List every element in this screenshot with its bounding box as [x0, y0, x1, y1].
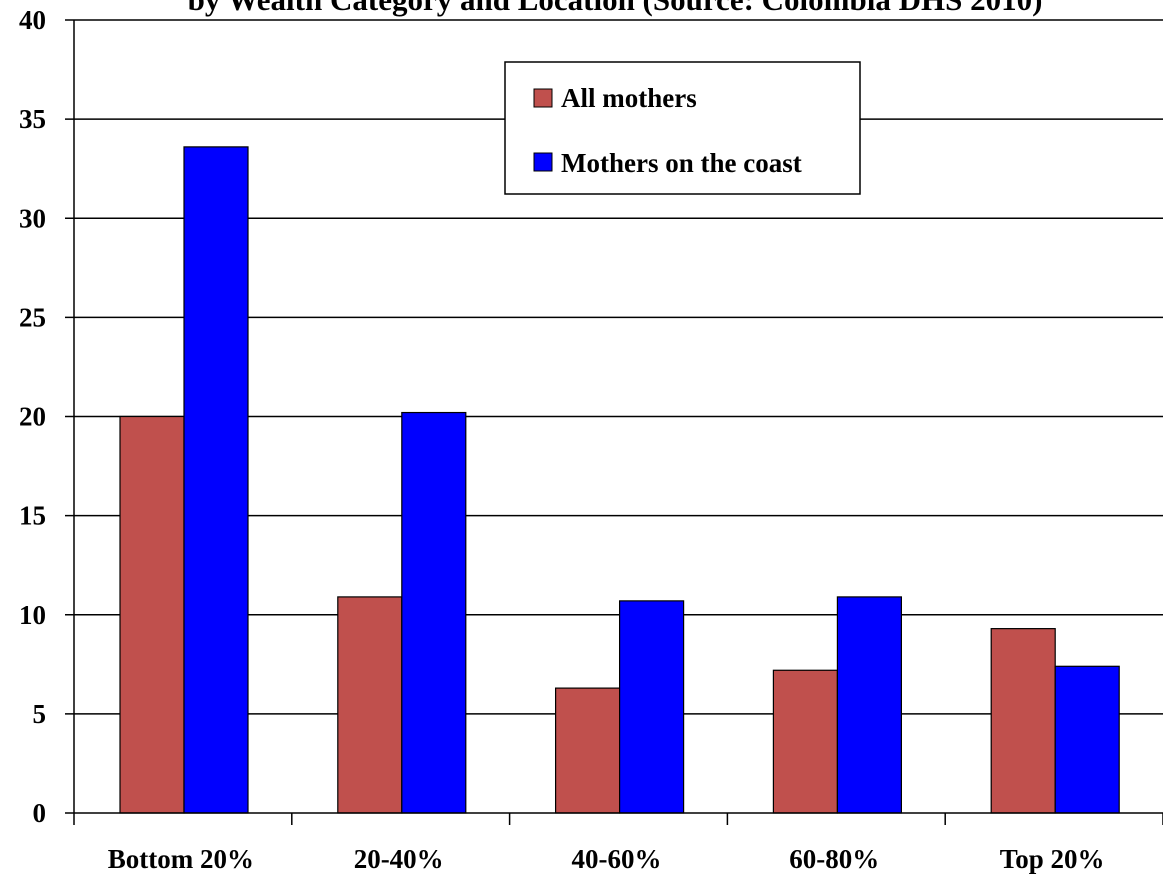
y-tick-label: 30	[19, 203, 46, 233]
bar-all-mothers-top-20	[991, 629, 1055, 813]
bar-mothers-on-the-coast-top-20	[1055, 666, 1119, 813]
legend: All mothers Mothers on the coast	[505, 62, 860, 194]
y-tick-label: 25	[19, 302, 46, 332]
y-tick-label: 10	[19, 600, 46, 630]
bar-mothers-on-the-coast-40-60	[620, 601, 684, 813]
y-tick-label: 35	[19, 104, 46, 134]
bar-mothers-on-the-coast-bottom-20	[184, 147, 248, 813]
chart-title: by Wealth Category and Location (Source:…	[188, 0, 1043, 17]
y-tick-label: 20	[19, 402, 46, 432]
bar-all-mothers-20-40	[338, 597, 402, 813]
y-tick-label: 15	[19, 501, 46, 531]
x-tick-label: Bottom 20%	[108, 844, 254, 874]
bars	[120, 147, 1119, 813]
y-tick-label: 40	[19, 5, 46, 35]
bar-all-mothers-60-80	[773, 670, 837, 813]
y-tick-labels: 0 5 10 15 20 25 30 35 40	[19, 5, 46, 828]
bar-mothers-on-the-coast-60-80	[837, 597, 901, 813]
bar-all-mothers-bottom-20	[120, 417, 184, 814]
y-tick-label: 0	[33, 798, 47, 828]
bar-mothers-on-the-coast-20-40	[402, 413, 466, 813]
bar-all-mothers-40-60	[556, 688, 620, 813]
x-tick-label: 20-40%	[354, 844, 444, 874]
legend-label-all-mothers: All mothers	[561, 83, 697, 113]
legend-swatch-mothers-on-the-coast	[534, 153, 552, 171]
x-tick-labels: Bottom 20% 20-40% 40-60% 60-80% Top 20%	[108, 844, 1105, 874]
legend-swatch-all-mothers	[534, 89, 552, 107]
x-tick-label: Top 20%	[1000, 844, 1105, 874]
legend-label-mothers-on-the-coast: Mothers on the coast	[561, 148, 802, 178]
x-tick-label: 40-60%	[572, 844, 662, 874]
y-tick-label: 5	[33, 699, 47, 729]
x-tick-label: 60-80%	[789, 844, 879, 874]
